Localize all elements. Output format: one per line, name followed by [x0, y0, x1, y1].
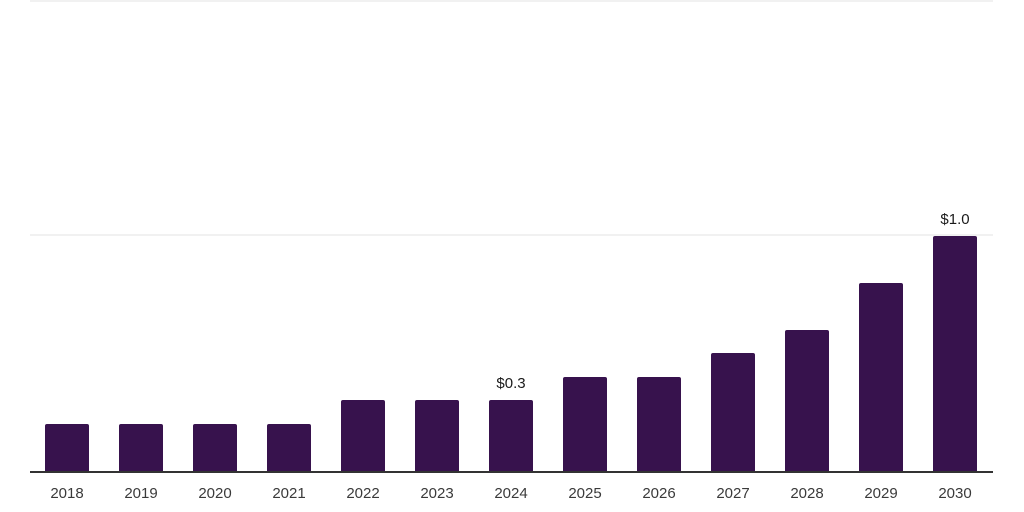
bar-2028 — [785, 330, 829, 471]
x-tick-label-2026: 2026 — [642, 485, 676, 502]
x-tick-label-2018: 2018 — [50, 485, 84, 502]
gridline-1 — [30, 234, 993, 236]
bar-2029 — [859, 283, 903, 471]
x-tick-label-2028: 2028 — [790, 485, 824, 502]
x-tick-label-2020: 2020 — [198, 485, 232, 502]
bar-2026 — [637, 377, 681, 471]
bar-2022 — [341, 400, 385, 471]
x-tick-label-2021: 2021 — [272, 485, 306, 502]
bar-2020 — [193, 424, 237, 471]
plot-area: $0.3 $1.0 — [30, 0, 993, 473]
x-axis-line — [30, 471, 993, 473]
bar-2021 — [267, 424, 311, 471]
gridline-2 — [30, 0, 993, 2]
bar-2030 — [933, 236, 977, 471]
bar-2024 — [489, 400, 533, 471]
bar-2027 — [711, 353, 755, 471]
x-tick-label-2022: 2022 — [346, 485, 380, 502]
x-tick-label-2019: 2019 — [124, 485, 158, 502]
x-axis-tick-labels: 2018 2019 2020 2021 2022 2023 2024 2025 2026 2027… — [0, 484, 1024, 506]
bar-2018 — [45, 424, 89, 471]
x-tick-label-2024: 2024 — [494, 485, 528, 502]
x-tick-label-2025: 2025 — [568, 485, 602, 502]
bar-2025 — [563, 377, 607, 471]
x-tick-label-2027: 2027 — [716, 485, 750, 502]
x-tick-label-2023: 2023 — [420, 485, 454, 502]
x-tick-label-2030: 2030 — [938, 485, 972, 502]
bar-value-label-2024: $0.3 — [496, 375, 526, 392]
bar-value-label-2030: $1.0 — [940, 211, 970, 228]
bar-2019 — [119, 424, 163, 471]
bar-2023 — [415, 400, 459, 471]
x-tick-label-2029: 2029 — [864, 485, 898, 502]
